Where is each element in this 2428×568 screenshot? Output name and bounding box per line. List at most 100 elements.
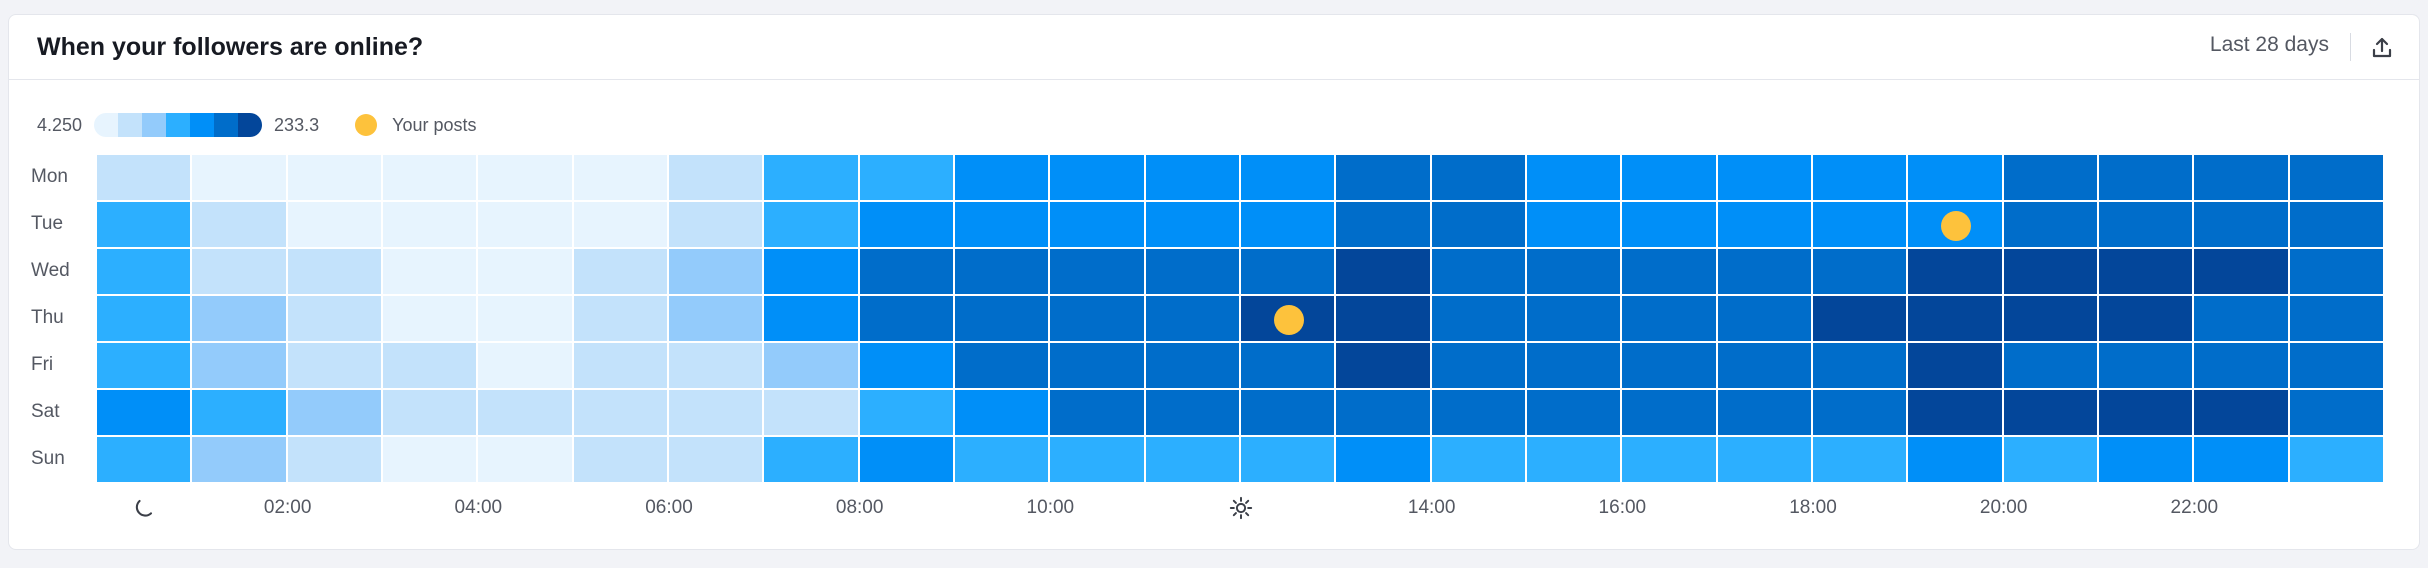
heatmap-cell[interactable]	[97, 390, 193, 437]
heatmap-cell[interactable]	[1431, 202, 1527, 249]
heatmap-cell[interactable]	[2194, 249, 2290, 296]
heatmap-cell[interactable]	[383, 390, 479, 437]
heatmap-cell[interactable]	[859, 437, 955, 484]
heatmap-cell[interactable]	[955, 249, 1051, 296]
heatmap-cell[interactable]	[573, 343, 669, 390]
heatmap-cell[interactable]	[2003, 249, 2099, 296]
heatmap-cell[interactable]	[2003, 155, 2099, 202]
heatmap-cell[interactable]	[1527, 390, 1623, 437]
heatmap-cell[interactable]	[1145, 155, 1241, 202]
export-button[interactable]	[2365, 31, 2399, 65]
heatmap-cell[interactable]	[2289, 437, 2385, 484]
heatmap-cell[interactable]	[955, 437, 1051, 484]
heatmap-cell[interactable]	[2003, 202, 2099, 249]
heatmap-cell[interactable]	[2289, 155, 2385, 202]
heatmap-cell[interactable]	[859, 296, 955, 343]
heatmap-cell[interactable]	[859, 390, 955, 437]
heatmap-cell[interactable]	[192, 202, 288, 249]
heatmap-cell[interactable]	[192, 343, 288, 390]
heatmap-cell[interactable]	[478, 437, 574, 484]
heatmap-cell[interactable]	[1336, 155, 1432, 202]
heatmap-cell[interactable]	[1336, 202, 1432, 249]
heatmap-cell[interactable]	[764, 296, 860, 343]
heatmap-cell[interactable]	[1241, 249, 1337, 296]
heatmap-cell[interactable]	[1622, 343, 1718, 390]
heatmap-cell[interactable]	[2289, 296, 2385, 343]
heatmap-cell[interactable]	[1431, 249, 1527, 296]
heatmap-cell[interactable]	[669, 296, 765, 343]
heatmap-cell[interactable]	[2099, 343, 2195, 390]
heatmap-cell[interactable]	[764, 390, 860, 437]
heatmap-cell[interactable]	[1145, 249, 1241, 296]
heatmap-cell[interactable]	[764, 155, 860, 202]
heatmap-cell[interactable]	[383, 155, 479, 202]
heatmap-cell[interactable]	[1813, 249, 1909, 296]
heatmap-cell[interactable]	[478, 202, 574, 249]
heatmap-cell[interactable]	[2194, 437, 2290, 484]
heatmap-cell[interactable]	[1336, 437, 1432, 484]
heatmap-cell[interactable]	[573, 155, 669, 202]
heatmap-cell[interactable]	[1622, 202, 1718, 249]
heatmap-cell[interactable]	[1241, 202, 1337, 249]
heatmap-cell[interactable]	[1050, 390, 1146, 437]
heatmap-cell[interactable]	[669, 202, 765, 249]
heatmap-cell[interactable]	[2003, 343, 2099, 390]
heatmap-cell[interactable]	[859, 155, 955, 202]
heatmap-cell[interactable]	[2099, 155, 2195, 202]
heatmap-cell[interactable]	[1908, 437, 2004, 484]
heatmap-cell[interactable]	[669, 155, 765, 202]
heatmap-cell[interactable]	[1527, 296, 1623, 343]
heatmap-cell[interactable]	[573, 296, 669, 343]
heatmap-cell[interactable]	[1813, 296, 1909, 343]
heatmap-cell[interactable]	[1145, 202, 1241, 249]
heatmap-cell[interactable]	[1813, 343, 1909, 390]
heatmap-cell[interactable]	[1527, 437, 1623, 484]
heatmap-cell[interactable]	[2099, 296, 2195, 343]
heatmap-cell[interactable]	[2289, 249, 2385, 296]
heatmap-cell[interactable]	[383, 296, 479, 343]
heatmap-cell[interactable]	[859, 202, 955, 249]
heatmap-cell[interactable]	[859, 343, 955, 390]
heatmap-cell[interactable]	[287, 437, 383, 484]
heatmap-cell[interactable]	[192, 437, 288, 484]
heatmap-cell[interactable]	[1431, 390, 1527, 437]
heatmap-cell[interactable]	[1908, 155, 2004, 202]
heatmap-cell[interactable]	[97, 249, 193, 296]
heatmap-cell[interactable]	[764, 437, 860, 484]
heatmap-cell[interactable]	[573, 202, 669, 249]
heatmap-cell[interactable]	[97, 343, 193, 390]
heatmap-cell[interactable]	[1622, 155, 1718, 202]
heatmap-cell[interactable]	[2003, 296, 2099, 343]
heatmap-cell[interactable]	[2099, 390, 2195, 437]
heatmap-cell[interactable]	[1431, 155, 1527, 202]
heatmap-cell[interactable]	[1717, 249, 1813, 296]
heatmap-cell[interactable]	[573, 390, 669, 437]
heatmap-cell[interactable]	[2194, 202, 2290, 249]
heatmap-cell[interactable]	[1717, 155, 1813, 202]
heatmap-cell[interactable]	[955, 296, 1051, 343]
heatmap-cell[interactable]	[383, 202, 479, 249]
heatmap-cell[interactable]	[2099, 437, 2195, 484]
heatmap-cell[interactable]	[764, 343, 860, 390]
heatmap-cell[interactable]	[2003, 390, 2099, 437]
heatmap-cell[interactable]	[764, 249, 860, 296]
heatmap-cell[interactable]	[287, 390, 383, 437]
heatmap-cell[interactable]	[2289, 390, 2385, 437]
heatmap-cell[interactable]	[2194, 343, 2290, 390]
heatmap-cell[interactable]	[478, 343, 574, 390]
heatmap-cell[interactable]	[1717, 343, 1813, 390]
heatmap-cell[interactable]	[955, 343, 1051, 390]
heatmap-cell[interactable]	[2099, 202, 2195, 249]
heatmap-cell[interactable]	[1336, 296, 1432, 343]
heatmap-cell[interactable]	[2289, 202, 2385, 249]
post-marker[interactable]	[1941, 210, 1971, 241]
heatmap-cell[interactable]	[1622, 296, 1718, 343]
heatmap-cell[interactable]	[1050, 437, 1146, 484]
heatmap-cell[interactable]	[1431, 437, 1527, 484]
heatmap-cell[interactable]	[859, 249, 955, 296]
heatmap-cell[interactable]	[955, 202, 1051, 249]
heatmap-cell[interactable]	[1241, 437, 1337, 484]
heatmap-cell[interactable]	[478, 390, 574, 437]
heatmap-cell[interactable]	[1145, 296, 1241, 343]
heatmap-cell[interactable]	[192, 155, 288, 202]
